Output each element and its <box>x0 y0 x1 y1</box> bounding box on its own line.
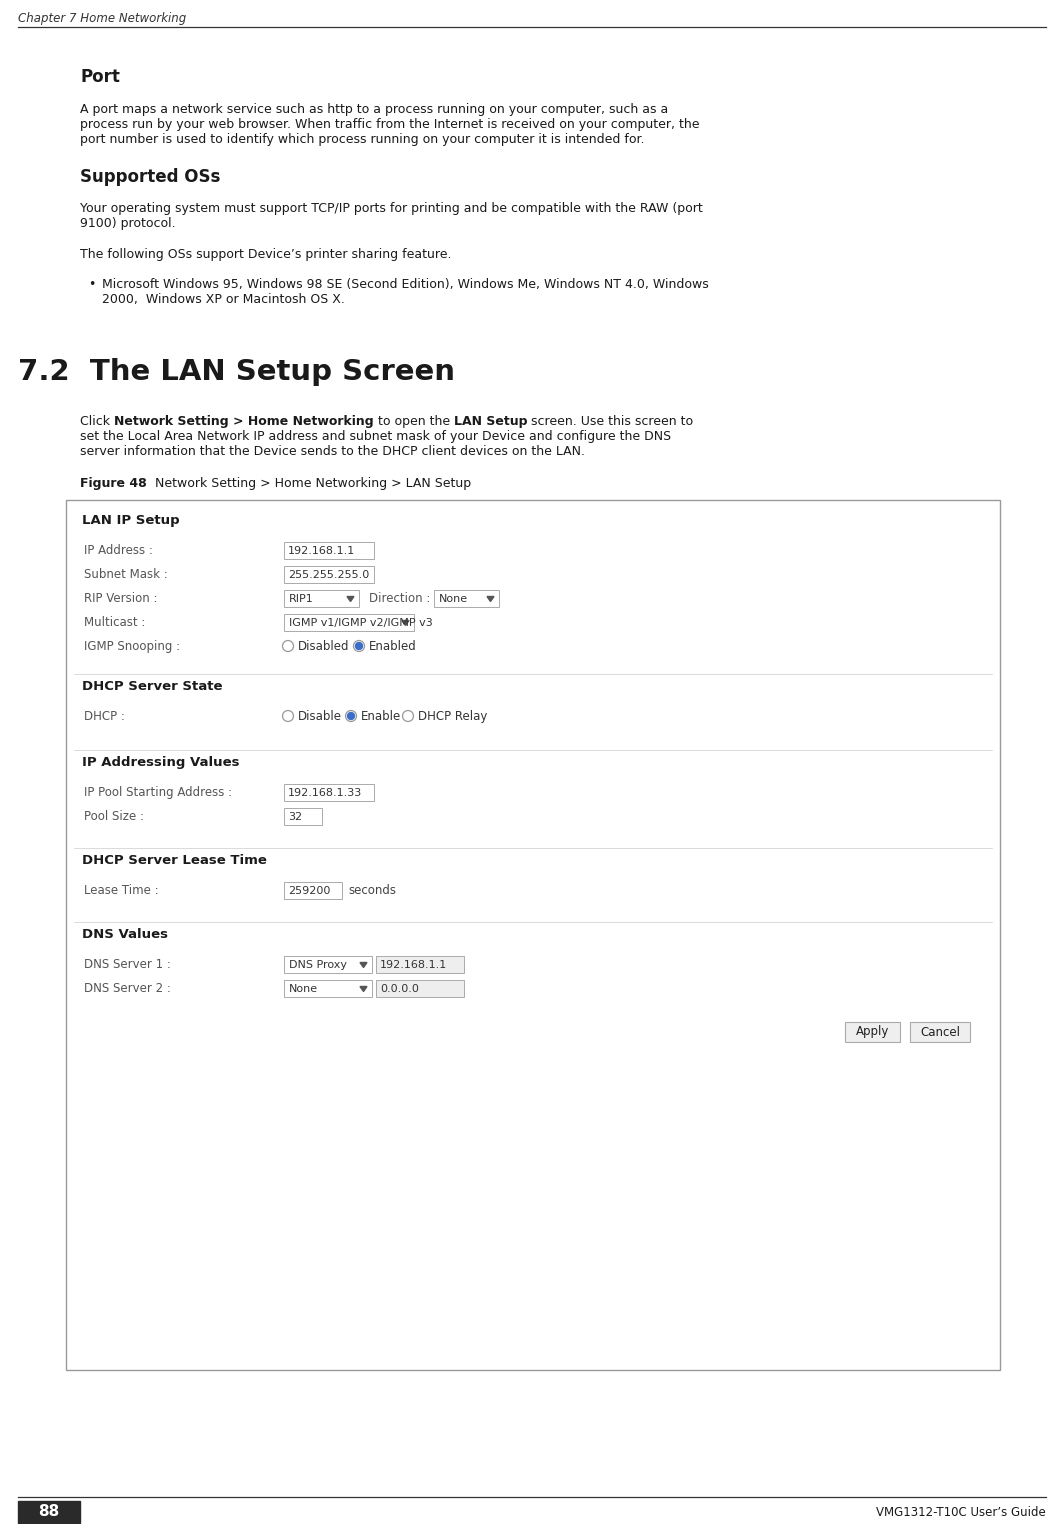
Text: DHCP Relay: DHCP Relay <box>418 710 487 722</box>
Polygon shape <box>487 596 494 602</box>
Text: Microsoft Windows 95, Windows 98 SE (Second Edition), Windows Me, Windows NT 4.0: Microsoft Windows 95, Windows 98 SE (Sec… <box>102 277 709 291</box>
Text: Network Setting > Home Networking > LAN Setup: Network Setting > Home Networking > LAN … <box>143 477 471 491</box>
Text: DHCP Server Lease Time: DHCP Server Lease Time <box>82 853 267 867</box>
Text: DNS Server 1 :: DNS Server 1 : <box>84 959 171 971</box>
Polygon shape <box>347 596 354 602</box>
Text: Network Setting > Home Networking: Network Setting > Home Networking <box>114 415 373 428</box>
Polygon shape <box>402 620 409 625</box>
Text: •: • <box>88 277 96 291</box>
Polygon shape <box>360 963 367 968</box>
Text: 32: 32 <box>288 812 302 821</box>
Text: 259200: 259200 <box>288 885 331 896</box>
Text: Chapter 7 Home Networking: Chapter 7 Home Networking <box>18 12 186 24</box>
Text: Disable: Disable <box>298 710 342 722</box>
Text: RIP Version :: RIP Version : <box>84 591 157 605</box>
Text: Direction :: Direction : <box>369 591 430 605</box>
Text: Disabled: Disabled <box>298 640 349 652</box>
Text: 255.255.255.0: 255.255.255.0 <box>288 570 369 581</box>
Text: A port maps a network service such as http to a process running on your computer: A port maps a network service such as ht… <box>80 104 668 116</box>
Text: 2000,  Windows XP or Macintosh OS X.: 2000, Windows XP or Macintosh OS X. <box>102 293 345 306</box>
Text: IP Pool Starting Address :: IP Pool Starting Address : <box>84 786 232 799</box>
FancyBboxPatch shape <box>910 1023 970 1042</box>
FancyBboxPatch shape <box>284 956 372 972</box>
Text: LAN Setup: LAN Setup <box>453 415 528 428</box>
FancyBboxPatch shape <box>284 590 359 607</box>
Circle shape <box>348 713 354 719</box>
Text: RIP1: RIP1 <box>289 594 314 604</box>
FancyBboxPatch shape <box>284 808 322 824</box>
FancyBboxPatch shape <box>284 980 372 997</box>
Text: Enabled: Enabled <box>369 640 417 652</box>
Text: 9100) protocol.: 9100) protocol. <box>80 216 176 230</box>
Text: None: None <box>439 594 468 604</box>
Text: IGMP Snooping :: IGMP Snooping : <box>84 640 180 652</box>
FancyBboxPatch shape <box>284 783 375 802</box>
Text: DHCP :: DHCP : <box>84 710 124 722</box>
Text: Port: Port <box>80 69 120 85</box>
Text: Cancel: Cancel <box>920 1026 960 1038</box>
FancyBboxPatch shape <box>284 614 414 631</box>
Text: DNS Server 2 :: DNS Server 2 : <box>84 981 171 995</box>
Text: process run by your web browser. When traffic from the Internet is received on y: process run by your web browser. When tr… <box>80 117 699 131</box>
FancyBboxPatch shape <box>376 956 464 972</box>
Text: None: None <box>289 985 318 994</box>
Text: Supported OSs: Supported OSs <box>80 168 220 186</box>
Text: Subnet Mask :: Subnet Mask : <box>84 568 168 581</box>
Text: set the Local Area Network IP address and subnet mask of your Device and configu: set the Local Area Network IP address an… <box>80 430 671 443</box>
FancyBboxPatch shape <box>18 1501 80 1522</box>
Text: 0.0.0.0: 0.0.0.0 <box>380 985 419 994</box>
Text: 192.168.1.1: 192.168.1.1 <box>380 960 447 969</box>
Text: The following OSs support Device’s printer sharing feature.: The following OSs support Device’s print… <box>80 248 451 261</box>
Text: Apply: Apply <box>855 1026 890 1038</box>
Text: Multicast :: Multicast : <box>84 616 146 629</box>
Text: Click: Click <box>80 415 114 428</box>
Text: Lease Time :: Lease Time : <box>84 884 159 898</box>
FancyBboxPatch shape <box>376 980 464 997</box>
Text: DNS Proxy: DNS Proxy <box>289 960 347 969</box>
Text: server information that the Device sends to the DHCP client devices on the LAN.: server information that the Device sends… <box>80 445 585 459</box>
Text: IP Address :: IP Address : <box>84 544 153 556</box>
Text: DHCP Server State: DHCP Server State <box>82 680 222 693</box>
Text: 192.168.1.33: 192.168.1.33 <box>288 788 362 799</box>
FancyBboxPatch shape <box>284 543 375 559</box>
Text: IGMP v1/IGMP v2/IGMP v3: IGMP v1/IGMP v2/IGMP v3 <box>289 619 433 628</box>
Text: Figure 48: Figure 48 <box>80 477 147 491</box>
Text: screen. Use this screen to: screen. Use this screen to <box>528 415 694 428</box>
Text: LAN IP Setup: LAN IP Setup <box>82 514 180 527</box>
Text: to open the: to open the <box>373 415 453 428</box>
FancyBboxPatch shape <box>66 500 1000 1370</box>
Text: 192.168.1.1: 192.168.1.1 <box>288 546 355 556</box>
Text: VMG1312-T10C User’s Guide: VMG1312-T10C User’s Guide <box>877 1506 1046 1518</box>
Text: Your operating system must support TCP/IP ports for printing and be compatible w: Your operating system must support TCP/I… <box>80 203 702 215</box>
Polygon shape <box>360 986 367 992</box>
Text: Pool Size :: Pool Size : <box>84 809 144 823</box>
Text: IP Addressing Values: IP Addressing Values <box>82 756 239 770</box>
Text: 7.2  The LAN Setup Screen: 7.2 The LAN Setup Screen <box>18 358 455 386</box>
Text: Enable: Enable <box>361 710 401 722</box>
Circle shape <box>355 643 363 649</box>
FancyBboxPatch shape <box>845 1023 900 1042</box>
Text: DNS Values: DNS Values <box>82 928 168 940</box>
Text: 88: 88 <box>38 1504 60 1519</box>
Text: port number is used to identify which process running on your computer it is int: port number is used to identify which pr… <box>80 133 645 146</box>
FancyBboxPatch shape <box>434 590 499 607</box>
Text: seconds: seconds <box>348 884 396 898</box>
FancyBboxPatch shape <box>284 565 375 584</box>
FancyBboxPatch shape <box>284 882 342 899</box>
